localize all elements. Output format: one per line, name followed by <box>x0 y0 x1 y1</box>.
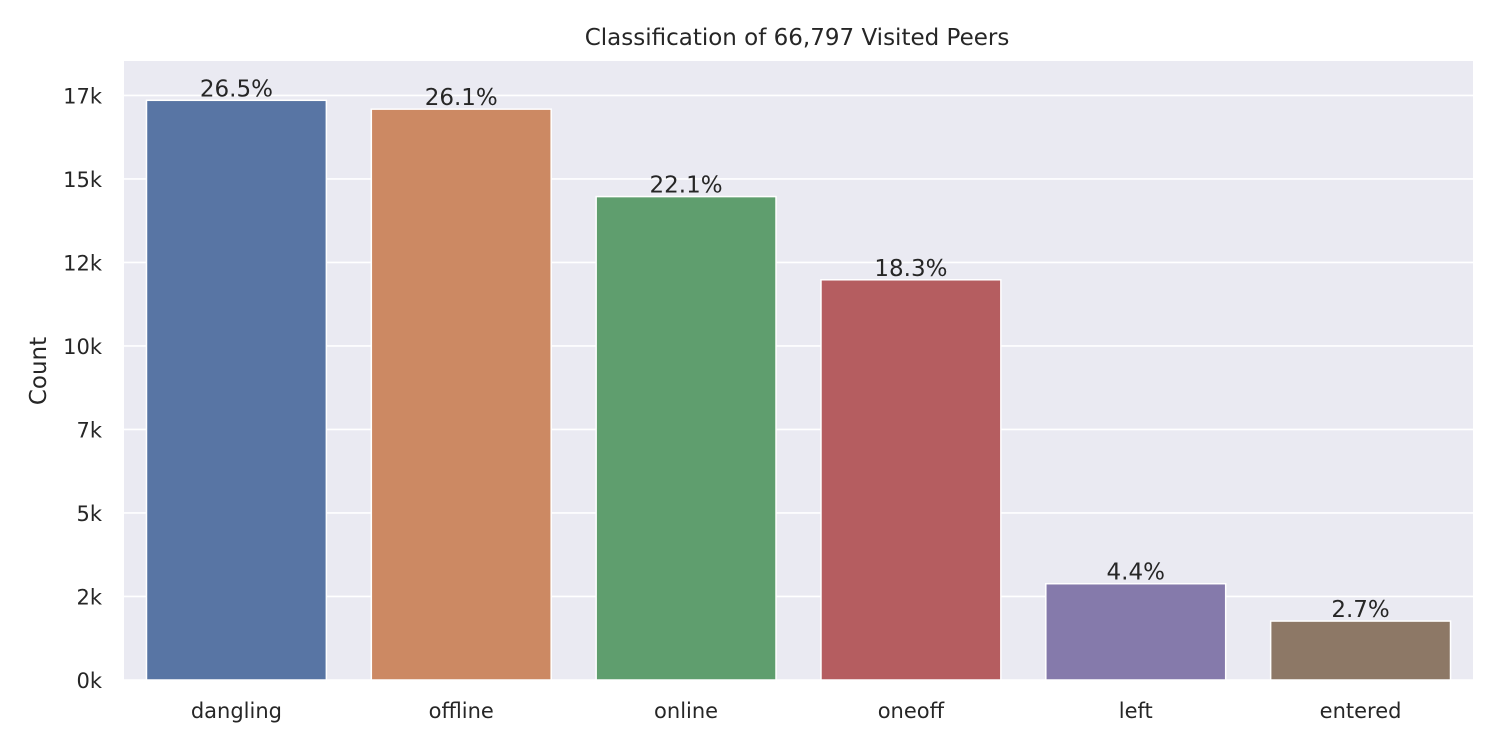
bar-value-label: 26.1% <box>425 85 498 111</box>
x-tick-label: dangling <box>191 699 282 723</box>
bar-value-label: 2.7% <box>1331 597 1389 623</box>
y-tick-label: 12k <box>63 251 103 275</box>
x-tick-label: oneoff <box>878 699 945 723</box>
y-tick-label: 5k <box>76 502 102 526</box>
bar-left <box>1045 582 1227 681</box>
x-axis-ticks: dangling offline online oneoff left entered <box>191 699 1402 723</box>
y-axis-label: Count <box>26 337 52 405</box>
x-tick-label: online <box>654 699 718 723</box>
bar-value-label: 22.1% <box>650 173 723 199</box>
y-tick-label: 10k <box>63 335 103 359</box>
bar-value-labels: 26.5% 26.1% 22.1% 18.3% 4.4% 2.7% <box>200 76 1390 623</box>
x-tick-label: left <box>1119 699 1153 723</box>
x-tick-label: offline <box>429 699 494 723</box>
y-tick-label: 2k <box>76 585 102 609</box>
y-tick-label: 0k <box>76 669 102 693</box>
gridlines <box>124 94 1473 681</box>
y-axis-ticks: 0k 2k 5k 7k 10k 12k 15k 17k <box>63 84 103 693</box>
bar-dangling <box>145 99 328 681</box>
y-tick-label: 17k <box>63 84 103 108</box>
x-tick-label: entered <box>1320 699 1402 723</box>
bar-offline <box>370 108 552 681</box>
bar-oneoff <box>820 279 1002 681</box>
bars <box>145 99 1452 681</box>
chart-title: Classification of 66,797 Visited Peers <box>585 25 1010 51</box>
bar-value-label: 26.5% <box>200 76 273 102</box>
bar-value-label: 18.3% <box>874 256 947 282</box>
bar-entered <box>1269 620 1452 681</box>
y-tick-label: 7k <box>76 418 102 442</box>
y-tick-label: 15k <box>63 168 103 192</box>
bar-online <box>595 195 777 681</box>
bar-value-label: 4.4% <box>1107 560 1165 586</box>
plot-area <box>124 61 1473 680</box>
